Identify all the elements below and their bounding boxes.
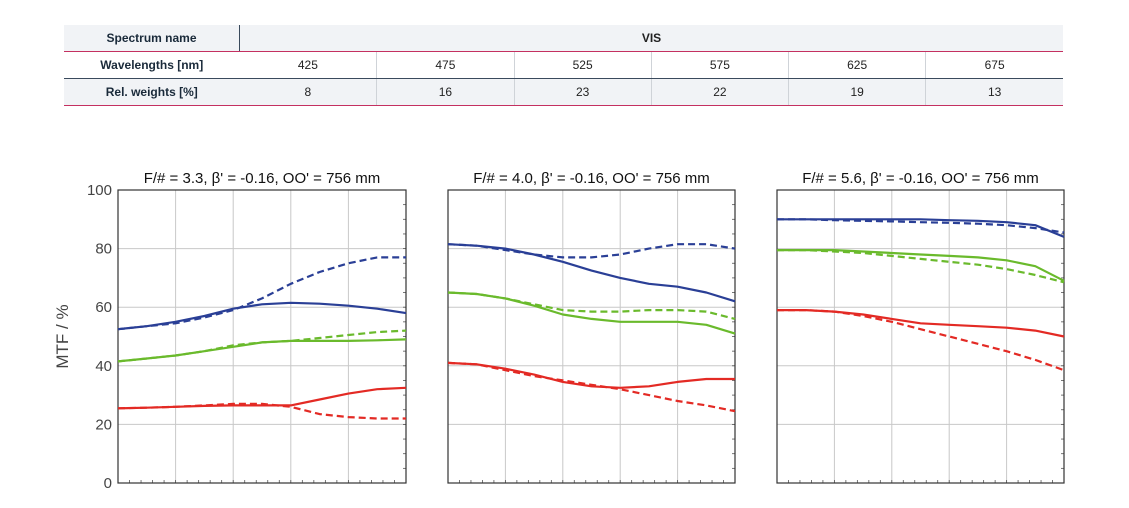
- chart-title: F/# = 5.6, β' = -0.16, OO' = 756 mm: [802, 170, 1039, 187]
- weight-cell: 23: [513, 78, 652, 106]
- series-line-blue-dashed: [117, 256, 406, 331]
- row-header: Wavelengths [nm]: [64, 51, 240, 79]
- weight-cell: 16: [376, 78, 514, 106]
- series-line-red-dashed: [117, 402, 406, 420]
- spectrum-name-value: VIS: [239, 25, 1063, 52]
- y-tick-label: 60: [95, 299, 112, 316]
- chart-title: F/# = 3.3, β' = -0.16, OO' = 756 mm: [144, 170, 381, 187]
- weight-cell: 13: [925, 78, 1063, 106]
- wavelengths-row: Wavelengths [nm] 425 475 525 575 625 675: [64, 51, 1063, 79]
- wavelength-cell: 575: [650, 51, 789, 79]
- chart-title: F/# = 4.0, β' = -0.16, OO' = 756 mm: [473, 170, 710, 187]
- wavelength-cell: 625: [787, 51, 926, 79]
- y-axis-label: MTF / %: [53, 304, 72, 368]
- weight-cell: 22: [650, 78, 789, 106]
- weight-cell: 19: [787, 78, 926, 106]
- wavelength-cell: 425: [239, 51, 377, 79]
- series-line-red-dashed: [447, 361, 736, 413]
- wavelength-cell: 525: [513, 51, 652, 79]
- row-header: Rel. weights [%]: [64, 78, 240, 106]
- y-tick-label: 40: [95, 358, 112, 375]
- weight-cell: 8: [239, 78, 377, 106]
- spectrum-name-row: Spectrum name VIS: [64, 25, 1063, 52]
- spectrum-table: Spectrum name VIS Wavelengths [nm] 425 4…: [64, 25, 1063, 106]
- wavelength-cell: 675: [925, 51, 1063, 79]
- y-tick-label: 0: [104, 475, 112, 492]
- series-line-red-solid: [117, 386, 407, 410]
- y-tick-label: 100: [87, 182, 112, 199]
- mtf-charts: F/# = 3.3, β' = -0.16, OO' = 756 mm 0 20 40…: [53, 170, 1065, 492]
- weights-row: Rel. weights [%] 8 16 23 22 19 13: [64, 78, 1063, 106]
- series-line-green-solid: [447, 291, 736, 335]
- plot-frame: [447, 189, 736, 484]
- series-line-blue-dashed: [777, 218, 1065, 234]
- series-line-green-dashed: [777, 249, 1065, 284]
- series-line-red-solid: [777, 309, 1065, 338]
- series-line-green-dashed: [447, 291, 736, 320]
- series-line-green-dashed: [117, 329, 407, 363]
- plot-frame: [776, 189, 1065, 484]
- series-line-red-dashed: [777, 309, 1065, 372]
- y-tick-label: 20: [95, 416, 112, 433]
- y-tick-label: 80: [95, 241, 112, 258]
- series-line-blue-solid: [447, 243, 736, 303]
- row-header: Spectrum name: [64, 25, 240, 52]
- wavelength-cell: 475: [376, 51, 514, 79]
- series-line-green-solid: [777, 249, 1065, 282]
- plot-frame: [117, 189, 407, 484]
- series-line-blue-dashed: [447, 243, 736, 259]
